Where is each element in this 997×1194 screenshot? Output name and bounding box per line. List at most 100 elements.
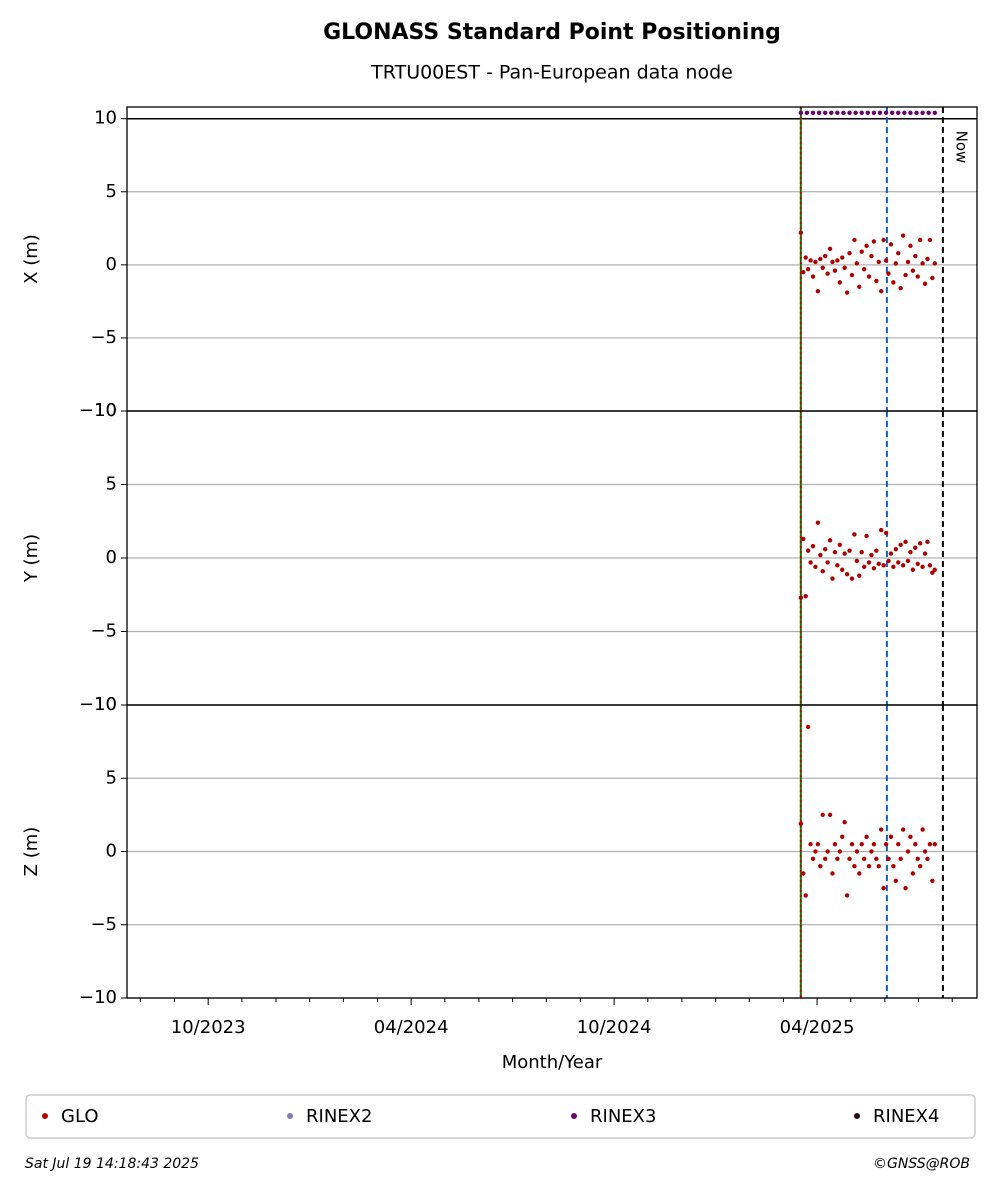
data-point	[876, 863, 881, 869]
data-point	[849, 576, 855, 581]
data-point	[813, 259, 818, 265]
data-point	[903, 539, 908, 545]
data-point	[881, 563, 886, 568]
data-point	[830, 576, 835, 581]
data-point	[908, 243, 913, 249]
data-point	[889, 110, 895, 116]
data-point	[810, 274, 816, 279]
data-point	[810, 856, 816, 862]
data-point	[914, 110, 919, 116]
data-point	[818, 552, 823, 558]
y-tick-label: 0	[106, 547, 117, 568]
data-point	[844, 893, 850, 898]
data-point	[877, 110, 883, 116]
y-axis-label: Y (m)	[21, 534, 42, 583]
data-point	[905, 259, 911, 265]
legend-box	[25, 1094, 976, 1139]
data-point	[808, 560, 813, 565]
data-point	[908, 549, 913, 555]
data-point	[869, 253, 874, 259]
data-point	[891, 280, 896, 285]
data-point	[869, 849, 874, 854]
data-point	[847, 548, 852, 553]
data-point	[896, 841, 901, 847]
data-point	[865, 110, 871, 116]
data-point	[920, 564, 925, 570]
data-point	[844, 571, 850, 577]
footer-credit: ©GNSS@ROB	[873, 1156, 970, 1172]
data-point	[798, 595, 804, 600]
data-point	[852, 863, 857, 869]
data-point	[804, 110, 810, 116]
data-point	[798, 110, 804, 116]
data-point	[898, 542, 903, 547]
plot-frame	[126, 106, 978, 412]
data-point	[900, 233, 906, 238]
data-point	[903, 885, 908, 891]
data-point	[913, 253, 918, 259]
data-point	[805, 548, 811, 553]
data-point	[893, 261, 899, 266]
data-point	[847, 856, 852, 862]
y-tick-label: 0	[106, 254, 117, 275]
data-point	[822, 110, 828, 116]
y-tick-label: 10	[94, 108, 117, 129]
y-tick-label: 5	[106, 474, 117, 495]
data-point	[805, 724, 811, 730]
data-point	[827, 246, 833, 251]
data-point	[922, 849, 928, 854]
x-tick-label: 10/2023	[171, 1017, 246, 1038]
data-point	[861, 856, 867, 862]
data-point	[874, 548, 879, 553]
data-point	[840, 567, 845, 572]
y-tick-label: 10	[94, 694, 117, 715]
data-point	[920, 261, 925, 266]
y-tick-label: 10	[94, 400, 117, 421]
data-point	[813, 564, 818, 570]
data-point	[837, 542, 842, 547]
data-point	[888, 242, 894, 247]
data-point	[864, 834, 869, 840]
data-point	[861, 267, 867, 272]
data-point	[866, 560, 872, 565]
data-point	[825, 849, 830, 854]
data-point	[898, 856, 903, 862]
data-point	[905, 558, 911, 564]
data-point	[922, 281, 928, 287]
chart-title: GLONASS Standard Point Positioning	[323, 20, 781, 45]
data-point	[864, 533, 869, 539]
data-point	[879, 827, 884, 832]
data-point	[859, 110, 864, 116]
data-point	[830, 259, 835, 265]
data-point	[920, 110, 925, 116]
data-point	[927, 237, 933, 243]
y-tick-label: −5	[90, 621, 117, 642]
data-point	[803, 255, 808, 260]
data-point	[866, 274, 872, 279]
data-point	[820, 569, 825, 574]
data-point	[917, 237, 923, 243]
data-point	[879, 527, 884, 533]
data-point	[930, 275, 935, 281]
data-point	[827, 538, 833, 543]
legend-marker	[42, 1113, 48, 1119]
data-point	[815, 520, 821, 525]
legend-marker	[287, 1113, 293, 1119]
data-point	[840, 834, 845, 840]
data-point	[861, 564, 867, 570]
data-point	[891, 564, 896, 570]
data-point	[825, 271, 830, 276]
data-point	[798, 821, 804, 826]
data-point	[891, 863, 896, 869]
data-point	[857, 573, 862, 578]
y-tick-label: −10	[79, 400, 117, 421]
vertical-line-label: Now	[952, 131, 970, 164]
data-point	[803, 594, 808, 599]
data-point	[910, 871, 916, 876]
x-tick-label: 10/2024	[577, 1017, 652, 1038]
data-point	[871, 239, 877, 244]
data-point	[832, 268, 838, 273]
data-point	[864, 243, 869, 249]
